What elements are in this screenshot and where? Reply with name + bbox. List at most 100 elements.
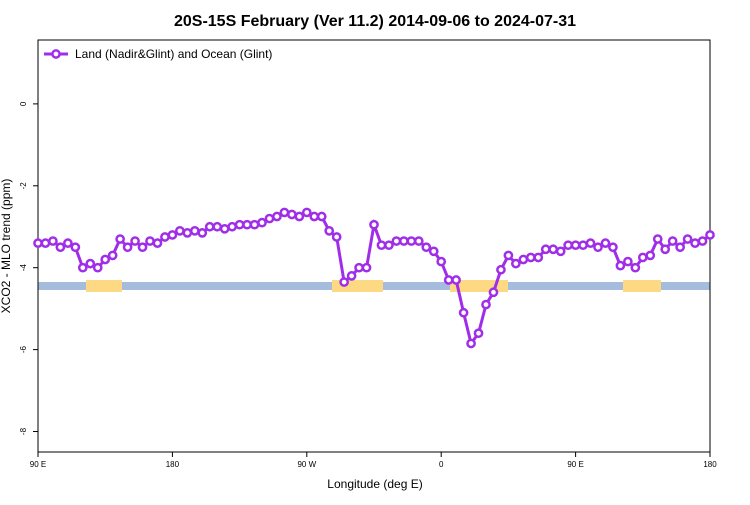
data-point xyxy=(578,240,588,251)
data-point xyxy=(309,211,320,222)
y-tick-label: -2 xyxy=(19,182,28,190)
data-point xyxy=(518,254,529,265)
data-point xyxy=(682,234,693,244)
data-point xyxy=(608,242,618,253)
data-point xyxy=(257,217,267,228)
data-point xyxy=(339,277,349,287)
data-point xyxy=(115,234,125,244)
data-point xyxy=(496,264,506,275)
y-tick-label: -8 xyxy=(19,427,28,435)
data-point xyxy=(555,246,566,257)
data-point xyxy=(219,223,230,234)
data-point xyxy=(167,230,178,240)
surface-band xyxy=(38,280,710,292)
legend-marker xyxy=(51,49,61,59)
data-point xyxy=(473,328,484,339)
data-point xyxy=(77,262,88,273)
data-point xyxy=(637,252,648,263)
data-point xyxy=(189,225,200,236)
data-point xyxy=(675,242,685,253)
data-point xyxy=(451,275,461,285)
data-point xyxy=(70,242,81,253)
data-point xyxy=(399,236,409,246)
x-tick-label: 0 xyxy=(439,460,444,469)
data-point xyxy=(204,221,215,232)
data-point xyxy=(615,260,626,271)
data-point xyxy=(249,219,260,230)
data-point xyxy=(40,238,51,248)
land-band xyxy=(86,280,122,292)
data-point xyxy=(287,209,297,220)
x-tick-label: 90 E xyxy=(567,460,583,469)
data-point xyxy=(585,238,596,248)
data-point xyxy=(264,213,275,224)
data-point xyxy=(391,236,402,246)
data-point xyxy=(421,242,432,253)
data-point xyxy=(488,287,499,298)
data-point xyxy=(369,219,379,230)
data-point xyxy=(145,236,155,246)
data-point xyxy=(503,250,514,261)
data-point xyxy=(212,221,223,232)
data-point xyxy=(100,254,111,265)
data-point xyxy=(481,299,491,310)
data-point xyxy=(182,228,193,238)
data-point xyxy=(443,275,454,285)
y-tick-label: 0 xyxy=(19,101,28,106)
data-point xyxy=(234,219,245,230)
data-point xyxy=(413,236,424,246)
land-band xyxy=(623,280,661,292)
data-point xyxy=(85,258,96,269)
x-tick-label: 90 E xyxy=(30,460,46,469)
data-point xyxy=(316,211,327,222)
data-point xyxy=(600,238,611,248)
data-point xyxy=(227,221,237,232)
y-tick-label: -6 xyxy=(19,346,28,354)
y-axis-label: XCO2 - MLO trend (ppm) xyxy=(0,179,13,314)
data-point xyxy=(376,240,387,251)
data-point xyxy=(242,219,252,230)
data-point xyxy=(690,238,700,248)
data-point xyxy=(55,242,66,253)
data-point xyxy=(137,242,148,253)
x-axis-label: Longitude (deg E) xyxy=(327,477,422,491)
data-point xyxy=(122,242,133,253)
data-point xyxy=(272,211,282,222)
data-point xyxy=(331,232,342,242)
data-point xyxy=(593,242,603,253)
data-point xyxy=(652,234,663,244)
data-point xyxy=(563,240,573,251)
data-point xyxy=(346,271,357,281)
data-point xyxy=(361,262,372,273)
x-tick-label: 180 xyxy=(703,460,717,469)
data-point xyxy=(92,262,103,273)
data-point xyxy=(33,238,43,248)
data-point xyxy=(384,240,394,251)
data-point xyxy=(525,252,536,263)
data-point xyxy=(130,236,140,246)
data-point xyxy=(324,225,335,236)
data-point xyxy=(630,262,641,273)
series-line xyxy=(38,210,711,347)
data-point xyxy=(436,256,447,267)
data-point xyxy=(63,238,73,248)
data-point xyxy=(705,230,715,240)
data-point xyxy=(623,256,633,267)
y-tick-label: -4 xyxy=(19,264,28,272)
data-point xyxy=(354,262,364,273)
data-point xyxy=(645,250,656,261)
x-tick-label: 90 W xyxy=(297,460,316,469)
data-point xyxy=(533,252,544,263)
data-point xyxy=(660,244,671,255)
data-point xyxy=(697,236,708,246)
data-point xyxy=(294,211,305,222)
data-point xyxy=(152,238,163,248)
data-point xyxy=(197,228,208,238)
data-point xyxy=(540,244,551,255)
data-point xyxy=(107,250,118,261)
legend-label: Land (Nadir&Glint) and Ocean (Glint) xyxy=(75,47,272,61)
data-point xyxy=(458,307,469,318)
data-point xyxy=(48,236,58,246)
data-point xyxy=(667,236,678,246)
